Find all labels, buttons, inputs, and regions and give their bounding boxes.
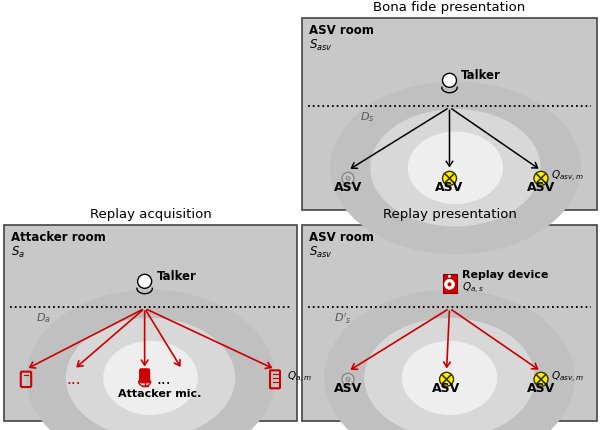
- Circle shape: [345, 377, 351, 382]
- Circle shape: [345, 175, 351, 181]
- Circle shape: [347, 378, 349, 380]
- Ellipse shape: [26, 290, 275, 430]
- Text: Replay presentation: Replay presentation: [382, 208, 516, 221]
- Text: ...: ...: [156, 372, 171, 387]
- Ellipse shape: [103, 341, 198, 415]
- Bar: [443, 274, 457, 293]
- Text: ASV room: ASV room: [309, 231, 374, 244]
- Text: ASV: ASV: [435, 181, 464, 194]
- Text: ASV: ASV: [334, 382, 362, 395]
- Circle shape: [443, 74, 457, 87]
- Text: $D_a$: $D_a$: [36, 311, 51, 325]
- Bar: [302, 18, 597, 210]
- Text: ASV room: ASV room: [309, 24, 374, 37]
- Text: Bona fide presentation: Bona fide presentation: [373, 1, 525, 14]
- Text: ASV: ASV: [432, 382, 461, 395]
- Text: $D_s$: $D_s$: [360, 111, 374, 124]
- Text: ...: ...: [66, 372, 82, 387]
- Ellipse shape: [402, 341, 497, 415]
- Circle shape: [448, 275, 451, 278]
- Ellipse shape: [66, 318, 235, 430]
- Ellipse shape: [364, 318, 535, 430]
- Circle shape: [448, 283, 452, 286]
- Bar: [302, 225, 597, 421]
- Text: ASV: ASV: [527, 382, 555, 395]
- Ellipse shape: [408, 132, 503, 204]
- Ellipse shape: [324, 290, 575, 430]
- Text: $Q_{a,m}$: $Q_{a,m}$: [287, 370, 312, 385]
- Text: ASV: ASV: [527, 181, 555, 194]
- Text: $D'_s$: $D'_s$: [334, 311, 352, 326]
- Circle shape: [342, 373, 354, 385]
- Circle shape: [443, 171, 457, 185]
- Ellipse shape: [330, 81, 581, 254]
- Text: $S_a$: $S_a$: [11, 245, 25, 260]
- Ellipse shape: [370, 109, 541, 227]
- Text: Talker: Talker: [156, 270, 196, 283]
- Circle shape: [440, 372, 454, 386]
- Text: Attacker room: Attacker room: [11, 231, 106, 244]
- Circle shape: [534, 171, 548, 185]
- Text: $Q_{asv,m}$: $Q_{asv,m}$: [551, 169, 584, 184]
- Text: Replay device: Replay device: [461, 270, 548, 280]
- Circle shape: [342, 172, 354, 184]
- Text: $Q_{a,s}$: $Q_{a,s}$: [461, 281, 483, 296]
- Text: Attacker mic.: Attacker mic.: [118, 389, 201, 399]
- Bar: [4, 225, 297, 421]
- Text: $S_{asv}$: $S_{asv}$: [309, 245, 333, 260]
- FancyBboxPatch shape: [140, 369, 150, 383]
- Circle shape: [445, 280, 454, 289]
- Circle shape: [138, 274, 152, 289]
- Text: $S_{asv}$: $S_{asv}$: [309, 38, 333, 53]
- Text: ASV: ASV: [334, 181, 362, 194]
- Text: Replay acquisition: Replay acquisition: [89, 208, 211, 221]
- Text: Talker: Talker: [460, 69, 500, 82]
- Text: $Q_{asv,m}$: $Q_{asv,m}$: [551, 370, 584, 385]
- Circle shape: [534, 372, 548, 386]
- Circle shape: [347, 178, 349, 179]
